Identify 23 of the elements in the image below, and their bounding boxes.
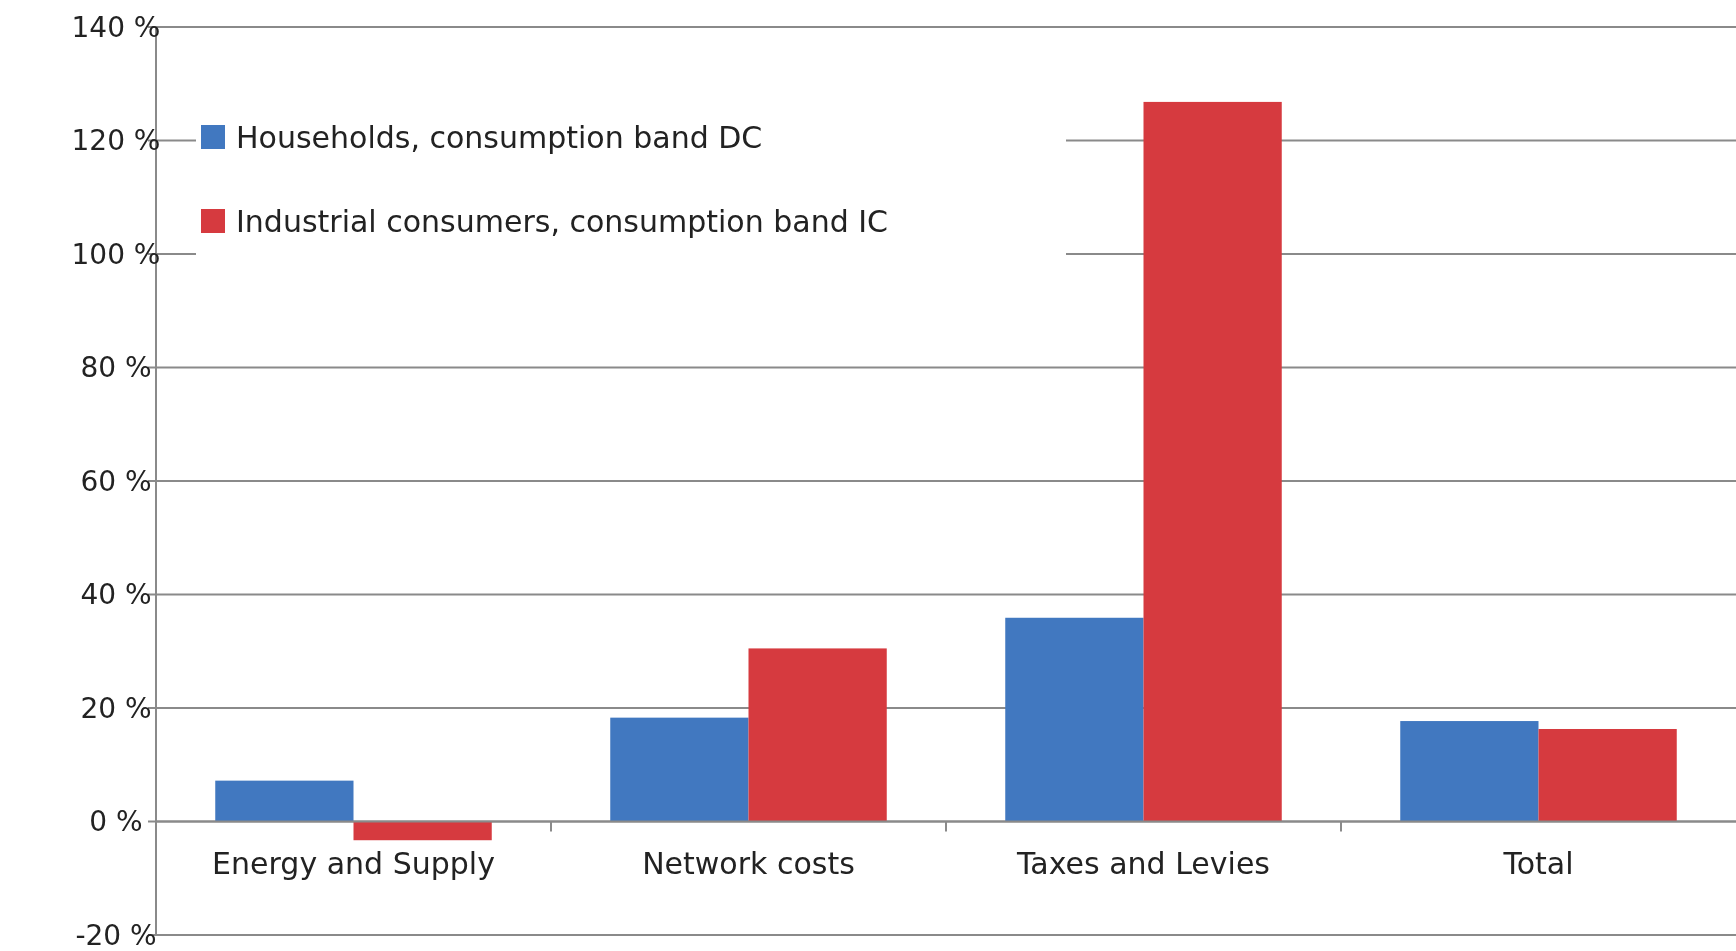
x-tick-label: Total — [1502, 845, 1574, 881]
y-tick-label: -20 % — [75, 918, 157, 951]
x-tick-label: Network costs — [642, 845, 855, 881]
y-tick-label: 100 % — [71, 237, 161, 271]
bar — [1538, 729, 1677, 822]
y-tick-label: 60 % — [80, 464, 152, 498]
y-tick-label: 120 % — [71, 124, 161, 157]
legend-label: Households, consumption band DC — [236, 119, 763, 155]
y-tick-label: 40 % — [80, 578, 152, 611]
y-tick-label: 20 % — [80, 691, 152, 725]
bar — [1005, 617, 1144, 822]
legend-label: Industrial consumers, consumption band IC — [236, 203, 889, 239]
x-tick-label: Taxes and Levies — [1016, 845, 1270, 881]
bar — [1400, 721, 1539, 822]
y-tick-label: 0 % — [89, 805, 143, 838]
y-tick-label: 140 % — [71, 10, 161, 44]
bar — [215, 780, 354, 822]
bar — [1143, 101, 1282, 822]
bar — [610, 717, 749, 822]
bar — [748, 648, 887, 822]
bar — [353, 821, 492, 841]
y-tick-label: 80 % — [80, 351, 152, 384]
x-tick-label: Energy and Supply — [212, 845, 495, 881]
